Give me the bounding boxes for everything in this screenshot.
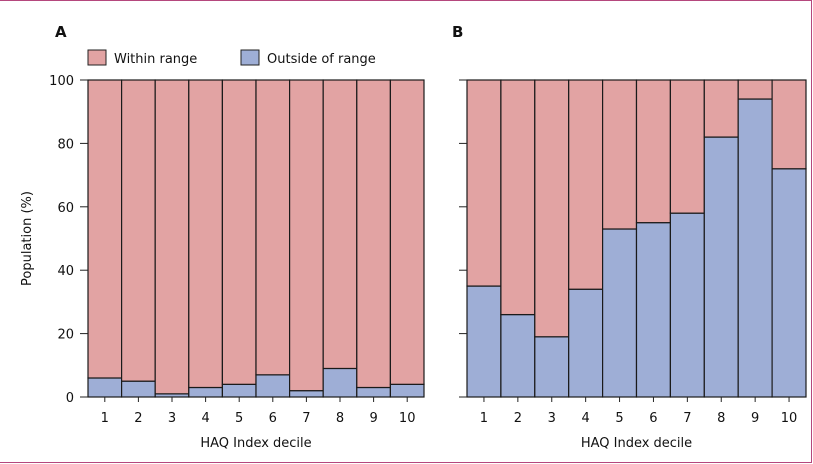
x-tick-label-b-3: 3 xyxy=(548,411,556,426)
x-tick-label-a-8: 8 xyxy=(336,411,344,426)
bar-b-4-outside xyxy=(568,288,604,398)
bar-b-6-outside xyxy=(635,222,672,398)
bar-a-6-within xyxy=(255,79,291,376)
legend-swatch-0 xyxy=(87,49,107,66)
bar-b-8-within xyxy=(703,79,739,138)
bar-b-5-outside xyxy=(601,228,638,398)
bar-a-9-within xyxy=(356,79,391,389)
bar-a-10-within xyxy=(389,79,425,385)
bar-a-10-outside xyxy=(389,383,425,398)
legend-label-1: Outside of range xyxy=(267,52,376,67)
x-tick-label-a-5: 5 xyxy=(235,411,243,426)
bar-a-4-within xyxy=(188,79,224,389)
x-tick-label-b-8: 8 xyxy=(717,411,725,426)
x-tick-label-a-7: 7 xyxy=(302,411,310,426)
bar-b-9-within xyxy=(737,79,773,100)
x-tick-label-b-9: 9 xyxy=(751,411,759,426)
chart-panel-b: B 1 2 3 4 5 6 7 8 9 10 HAQ Index decile xyxy=(452,23,807,451)
x-tick-label-b-5: 5 xyxy=(615,411,623,426)
y-tick-label-80: 80 xyxy=(57,137,74,152)
bar-a-2-outside xyxy=(120,380,156,398)
bar-a-8-outside xyxy=(322,367,358,398)
x-tick-label-a-9: 9 xyxy=(369,411,377,426)
bar-b-4-within xyxy=(568,79,604,290)
bar-b-2-within xyxy=(500,79,536,316)
x-tick-label-b-10: 10 xyxy=(781,411,798,426)
bar-a-7-outside xyxy=(289,390,324,398)
y-tick-label-20: 20 xyxy=(57,328,74,343)
legend-label-0: Within range xyxy=(114,52,197,67)
bar-a-3-within xyxy=(154,79,190,395)
x-tick-label-a-3: 3 xyxy=(168,411,176,426)
bar-b-2-outside xyxy=(500,313,536,398)
x-tick-label-a-6: 6 xyxy=(269,411,277,426)
x-tick-label-a-4: 4 xyxy=(201,411,209,426)
bar-b-9-outside xyxy=(737,98,773,398)
x-tick-label-b-1: 1 xyxy=(480,411,488,426)
x-tick-label-a-2: 2 xyxy=(134,411,142,426)
bar-b-8-outside xyxy=(703,136,739,398)
bar-a-9-outside xyxy=(356,386,391,398)
bar-b-10-within xyxy=(771,79,807,170)
panel-letter-a: A xyxy=(55,23,67,41)
y-tick-label-0: 0 xyxy=(66,391,74,406)
x-axis-title-b: HAQ Index decile xyxy=(581,436,692,451)
x-tick-label-a-10: 10 xyxy=(399,411,416,426)
x-tick-label-b-6: 6 xyxy=(649,411,657,426)
bar-b-6-within xyxy=(635,79,672,224)
bar-a-1-outside xyxy=(87,377,123,398)
bar-b-1-outside xyxy=(466,285,502,398)
bar-a-5-outside xyxy=(221,383,257,398)
bar-a-6-outside xyxy=(255,374,291,398)
bar-a-7-within xyxy=(289,79,324,392)
y-tick-label-100: 100 xyxy=(49,74,74,89)
bar-b-3-within xyxy=(534,79,570,338)
bar-a-1-within xyxy=(87,79,123,379)
y-tick-label-40: 40 xyxy=(57,264,74,279)
bar-a-2-within xyxy=(120,79,156,382)
bar-a-8-within xyxy=(322,79,358,370)
legend-swatch-1 xyxy=(240,49,260,66)
bar-b-10-outside xyxy=(771,168,807,398)
bar-b-1-within xyxy=(466,79,502,287)
x-tick-label-b-7: 7 xyxy=(683,411,691,426)
y-axis-title: Population (%) xyxy=(20,191,35,286)
bar-b-5-within xyxy=(601,79,638,230)
x-tick-label-a-1: 1 xyxy=(101,411,109,426)
x-tick-label-b-2: 2 xyxy=(514,411,522,426)
bar-b-7-within xyxy=(669,79,705,214)
x-axis-title-a: HAQ Index decile xyxy=(200,436,311,451)
x-tick-label-b-4: 4 xyxy=(582,411,590,426)
y-tick-label-60: 60 xyxy=(57,201,74,216)
bar-b-3-outside xyxy=(534,336,570,398)
bar-a-5-within xyxy=(221,79,257,385)
bar-b-7-outside xyxy=(669,212,705,398)
bar-a-4-outside xyxy=(188,386,224,398)
panel-letter-b: B xyxy=(452,23,463,41)
